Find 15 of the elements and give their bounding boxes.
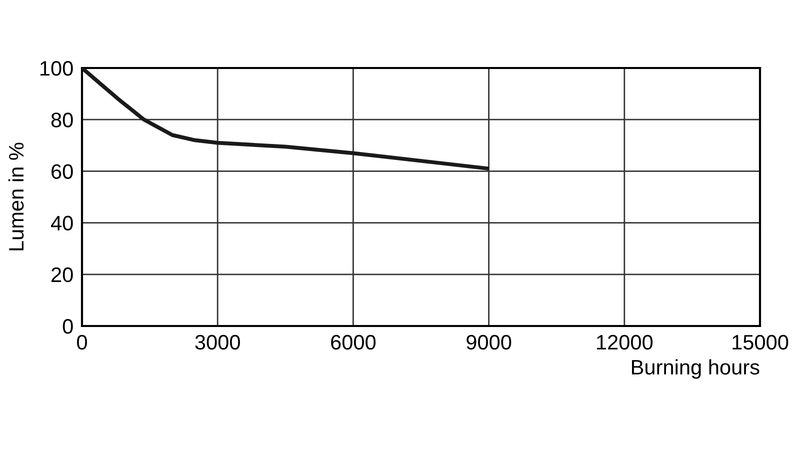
y-tick-label: 60 <box>52 164 73 179</box>
y-tick-label: 100 <box>40 61 73 76</box>
x-tick-label: 15000 <box>732 334 788 350</box>
y-tick-label: 40 <box>50 216 73 231</box>
x-tick-label: 0 <box>77 334 87 350</box>
y-tick-label: 80 <box>51 112 73 128</box>
x-tick-label: 3000 <box>195 334 240 350</box>
y-tick-label: 20 <box>52 267 73 282</box>
x-axis-title: Burning hours <box>632 359 760 379</box>
line-series <box>82 68 491 171</box>
x-tick-label: 12000 <box>597 334 653 350</box>
x-tick-label: 6000 <box>331 334 376 350</box>
x-tick-label: 9000 <box>466 334 512 350</box>
y-tick-label: 0 <box>62 319 73 334</box>
y-axis-title: Lumen in % <box>8 142 24 250</box>
